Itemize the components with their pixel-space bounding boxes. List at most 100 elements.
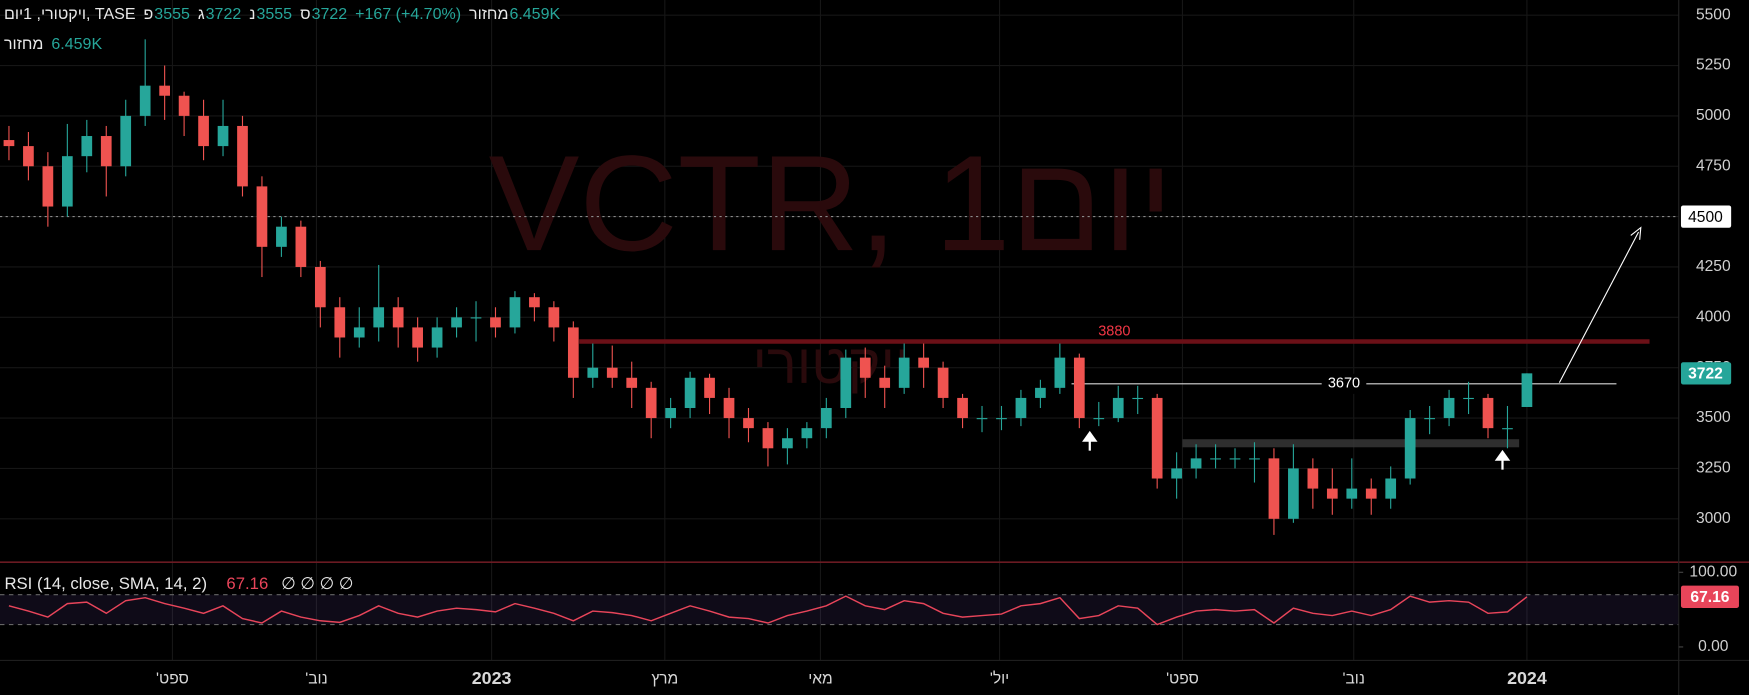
candle-body (1288, 468, 1299, 519)
candle-body (801, 428, 813, 439)
candle-body (1424, 418, 1435, 420)
candle-body (723, 397, 735, 419)
candle-body (704, 377, 715, 398)
label: מחזור (469, 6, 509, 23)
level-label: 3880 (1098, 323, 1130, 339)
rsi-extra: ∅ ∅ ∅ ∅ (281, 574, 353, 593)
watermark-title: VCTR, 1יום (489, 127, 1174, 279)
candle-body (898, 357, 910, 388)
arrow-head (1082, 430, 1098, 442)
candle-body (61, 156, 73, 207)
candle-body (314, 266, 326, 308)
candle-body (918, 357, 929, 368)
value: 3722 (205, 6, 242, 23)
grid (0, 0, 1679, 661)
candle-body (1112, 397, 1124, 419)
x-tick-label: 'ספט (156, 670, 189, 687)
candle-body (1132, 397, 1144, 400)
candle-body (996, 418, 1007, 420)
label: ס (300, 6, 311, 23)
candle-body (1171, 468, 1182, 479)
candle-body (1229, 458, 1241, 460)
y-tick-label: 4250 (1696, 258, 1731, 275)
axes: 3000325035003750400042504500475050005250… (156, 6, 1739, 688)
rsi-value-label: 67.16 (1690, 589, 1729, 606)
candle-body (256, 186, 268, 247)
candle-body (840, 357, 852, 408)
label: ג (197, 6, 205, 23)
label: מחזור (4, 36, 44, 53)
candle-body (1346, 488, 1358, 499)
level-axis-box (1680, 205, 1732, 228)
value: 3555 (256, 6, 293, 23)
x-tick-label: 2023 (472, 668, 512, 688)
candle-body (42, 166, 54, 207)
annotations (1082, 226, 1642, 470)
candle-body (957, 397, 968, 419)
candle-body (1404, 418, 1416, 479)
candle-body (334, 307, 346, 338)
x-tick-label: מרץ (651, 670, 678, 687)
candle-body (879, 377, 891, 388)
candle-body (1015, 397, 1027, 419)
x-tick-label: 2024 (1507, 668, 1547, 688)
candle-body (100, 136, 112, 167)
last-price-label: 3722 (1688, 366, 1723, 383)
candle-body (1326, 488, 1338, 499)
rsi-legend: RSI (14, close, SMA, 14, 2) (4, 574, 207, 593)
candle-body (1268, 458, 1280, 519)
y-tick-label: 5500 (1696, 6, 1731, 23)
label: נ (249, 6, 256, 23)
candle-body (353, 327, 365, 338)
candle-body (470, 317, 482, 319)
y-tick-label: 0.00 (1698, 638, 1729, 655)
candle-body (23, 146, 34, 167)
last-price-box (1680, 362, 1732, 385)
candle-body (509, 297, 521, 328)
y-tick-label: 5250 (1696, 57, 1731, 74)
candle-body (859, 357, 871, 378)
candle-body (976, 418, 988, 420)
candle-body (1073, 357, 1085, 419)
candle-body (1035, 387, 1046, 398)
candle-body (626, 377, 638, 388)
candle-body (820, 407, 832, 429)
y-tick-label: 3000 (1696, 510, 1731, 527)
value: 6.459K (51, 36, 103, 53)
candle-body (1151, 397, 1163, 479)
volume: מחזור 6.459K (469, 6, 560, 24)
volume-legend: מחזור 6.459K (4, 36, 102, 54)
x-tick-label: מאי (808, 670, 833, 687)
level-label-bg (1321, 373, 1367, 394)
candle-body (81, 136, 93, 157)
y-tick-label: 4750 (1696, 157, 1731, 174)
candle-body (1482, 397, 1494, 429)
candle-body (1249, 458, 1260, 460)
plot: 3880 3670 (0, 39, 1679, 626)
candle-body (1385, 478, 1397, 499)
value: 3555 (154, 6, 190, 23)
rsi-line (8, 595, 1528, 626)
ohlc-close: ס 3722 (300, 6, 347, 24)
candle-body (1521, 373, 1533, 407)
candle-body (548, 307, 560, 328)
candle-body (1054, 357, 1066, 388)
candle-body (937, 367, 949, 398)
candle-body (3, 140, 15, 147)
change: +167 (+4.70%) (355, 6, 462, 23)
candle-body (665, 407, 676, 419)
candle-body (743, 418, 754, 429)
rsi-value-box (1680, 585, 1739, 608)
candle-body (1365, 488, 1377, 499)
candle-body (782, 438, 793, 449)
candle-body (587, 367, 599, 378)
candle-body (392, 307, 404, 328)
candle-body (1463, 397, 1474, 400)
y-tick-label: 100.00 (1689, 563, 1737, 580)
candle-body (159, 85, 170, 96)
candle-body (198, 115, 209, 147)
candle-body (120, 115, 132, 167)
candle-body (139, 85, 151, 116)
candle-body (567, 327, 579, 378)
